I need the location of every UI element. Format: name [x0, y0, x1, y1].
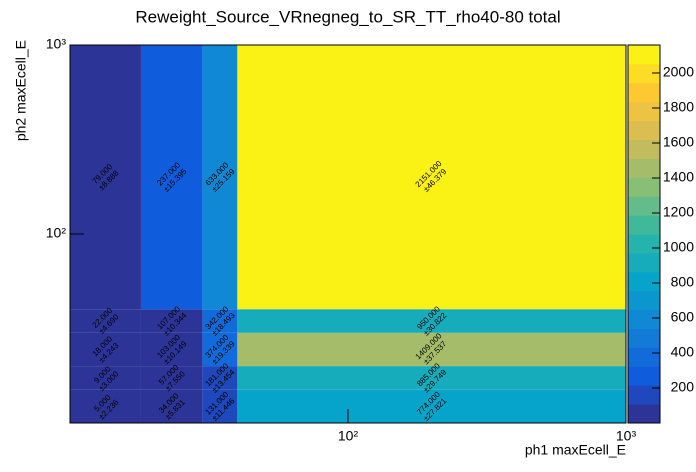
cell [70, 366, 141, 390]
palette-band [628, 328, 660, 348]
palette-band [628, 158, 660, 178]
palette-band [628, 120, 660, 140]
palette-band [628, 45, 660, 65]
z-tick-label: 800 [671, 274, 695, 290]
x-tick-label: 10³ [616, 428, 637, 444]
cell [140, 309, 203, 333]
palette-band [628, 139, 660, 159]
palette-band [628, 252, 660, 273]
palette-band [628, 63, 660, 84]
z-tick-label: 1400 [663, 169, 694, 185]
cell [202, 309, 238, 333]
cell [237, 366, 626, 390]
cell [237, 309, 626, 333]
palette-band [628, 385, 660, 405]
palette-band [628, 290, 660, 311]
z-tick-label: 400 [671, 344, 695, 360]
palette-band [628, 271, 660, 292]
cell [202, 332, 238, 367]
x-tick-label: 10² [338, 428, 359, 444]
z-tick-label: 1600 [663, 134, 694, 150]
cell [237, 45, 626, 310]
palette-band [628, 82, 660, 103]
palette-band [628, 215, 660, 235]
cell [202, 389, 238, 423]
cell [70, 45, 141, 310]
y-tick-label: 10³ [46, 36, 67, 52]
cell [70, 309, 141, 333]
y-tick-label: 10² [46, 225, 67, 241]
z-tick-label: 1000 [663, 239, 694, 255]
palette-band [628, 347, 660, 367]
palette-frame [627, 44, 661, 424]
palette-band [628, 177, 660, 197]
cell [70, 332, 141, 367]
cell [237, 332, 626, 367]
cell-label: 57.000±7.550 [157, 363, 187, 393]
palette-band [628, 101, 660, 122]
x-axis-label: ph1 maxEcell_E [525, 442, 626, 458]
y-axis-label: ph2 maxEcell_E [13, 40, 29, 141]
cell [140, 45, 203, 310]
palette-band [628, 196, 660, 216]
z-tick-label: 1200 [663, 204, 694, 220]
z-tick-label: 200 [671, 379, 695, 395]
cell [140, 332, 203, 367]
palette-band [628, 366, 660, 386]
palette-band [628, 309, 660, 329]
palette-band [628, 404, 660, 424]
cell [140, 366, 203, 390]
chart-title: Reweight_Source_VRnegneg_to_SR_TT_rho40-… [135, 7, 560, 26]
cell [70, 389, 141, 423]
cell [202, 366, 238, 390]
cell [140, 389, 203, 423]
z-tick-label: 600 [671, 309, 695, 325]
cell [202, 45, 238, 310]
palette-band [628, 234, 660, 254]
z-tick-label: 2000 [663, 64, 694, 80]
z-tick-label: 1800 [663, 99, 694, 115]
cell [237, 389, 626, 423]
